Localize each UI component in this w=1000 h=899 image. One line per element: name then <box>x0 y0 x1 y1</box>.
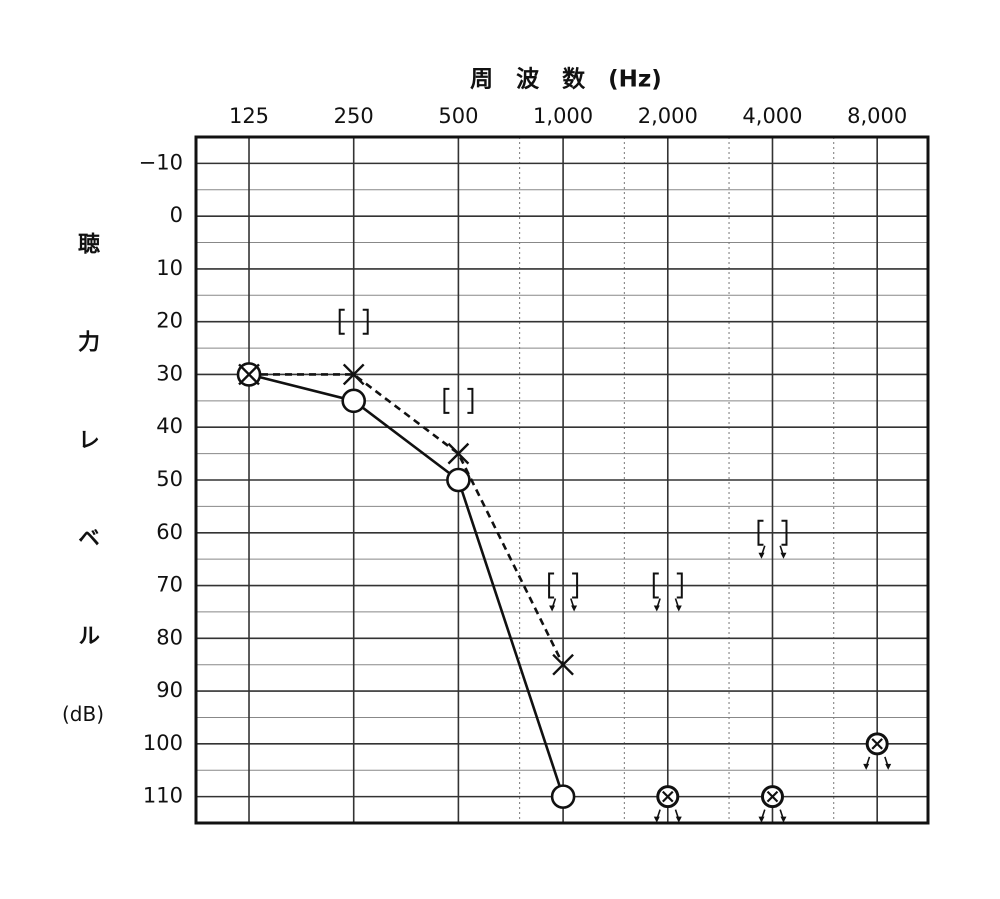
marker-circle <box>446 467 471 493</box>
marker-circle <box>550 784 576 809</box>
bracket-right <box>781 519 788 546</box>
y-tick-label: 40 <box>156 414 183 438</box>
bracket-right <box>572 572 579 599</box>
plot-border <box>194 135 930 825</box>
marker-cross <box>447 442 470 465</box>
no-response-arrowhead <box>758 552 765 559</box>
x-tick-label: 4,000 <box>742 104 802 128</box>
x-tick-label: 8,000 <box>847 104 907 128</box>
y-tick-label: 100 <box>143 731 183 755</box>
bracket-left <box>548 572 555 599</box>
no-response-arrowhead <box>675 605 682 612</box>
bracket-right <box>676 572 683 599</box>
y-tick-label: 60 <box>156 520 183 544</box>
bracket-right <box>362 308 369 335</box>
x-tick-label: 1,000 <box>533 104 593 128</box>
y-tick-label: 110 <box>143 784 183 808</box>
no-response-arrowhead <box>653 605 660 612</box>
no-response-arrowhead <box>780 552 787 559</box>
x-axis-label: 周 波 数 (Hz) <box>470 67 662 93</box>
y-tick-label: 80 <box>156 625 183 649</box>
marker-bracket <box>443 387 474 414</box>
x-tick-label: 250 <box>334 104 374 128</box>
y-tick-label: 0 <box>170 203 183 227</box>
marker-x <box>766 790 779 803</box>
marker-circle-cross <box>760 785 784 809</box>
y-tick-label: −10 <box>139 150 183 174</box>
no-response-arrowhead <box>675 816 682 823</box>
no-response-arrowhead <box>885 763 892 770</box>
marker-bracket <box>338 308 369 335</box>
marker-cross <box>238 363 260 386</box>
no-response-arrowhead <box>549 605 556 612</box>
x-tick-label: 500 <box>438 104 478 128</box>
bracket-left <box>652 572 659 599</box>
y-tick-label: 30 <box>156 361 183 385</box>
series-line <box>248 373 565 798</box>
y-tick-label: 90 <box>156 678 183 702</box>
no-response-arrowhead <box>571 605 578 612</box>
marker-circle-cross <box>656 785 680 809</box>
marker-circle-cross <box>865 732 889 756</box>
marker-bracket <box>548 572 579 599</box>
series-line <box>249 373 565 666</box>
marker-cross <box>552 653 574 676</box>
no-response-arrowhead <box>780 816 787 823</box>
marker-x <box>871 738 883 750</box>
marker-bracket <box>652 572 683 599</box>
y-axis-label: 聴力レベル <box>74 232 99 722</box>
marker-bracket <box>757 519 788 546</box>
y-tick-label: 50 <box>156 467 183 491</box>
no-response-arrowhead <box>758 816 765 823</box>
x-tick-label: 125 <box>229 104 269 128</box>
no-response-arrowhead <box>653 816 660 823</box>
y-tick-label: 70 <box>156 573 183 597</box>
x-tick-label: 2,000 <box>638 104 698 128</box>
bracket-left <box>757 519 764 546</box>
y-tick-label: 10 <box>156 256 183 280</box>
marker-cross <box>342 363 365 386</box>
y-tick-label: 20 <box>156 309 183 333</box>
y-axis-unit: (dB) <box>62 702 105 726</box>
marker-x <box>662 790 674 803</box>
bracket-left <box>443 387 450 414</box>
bracket-left <box>338 308 345 335</box>
bracket-right <box>467 387 474 414</box>
no-response-arrowhead <box>863 763 870 770</box>
marker-circle <box>341 388 367 414</box>
